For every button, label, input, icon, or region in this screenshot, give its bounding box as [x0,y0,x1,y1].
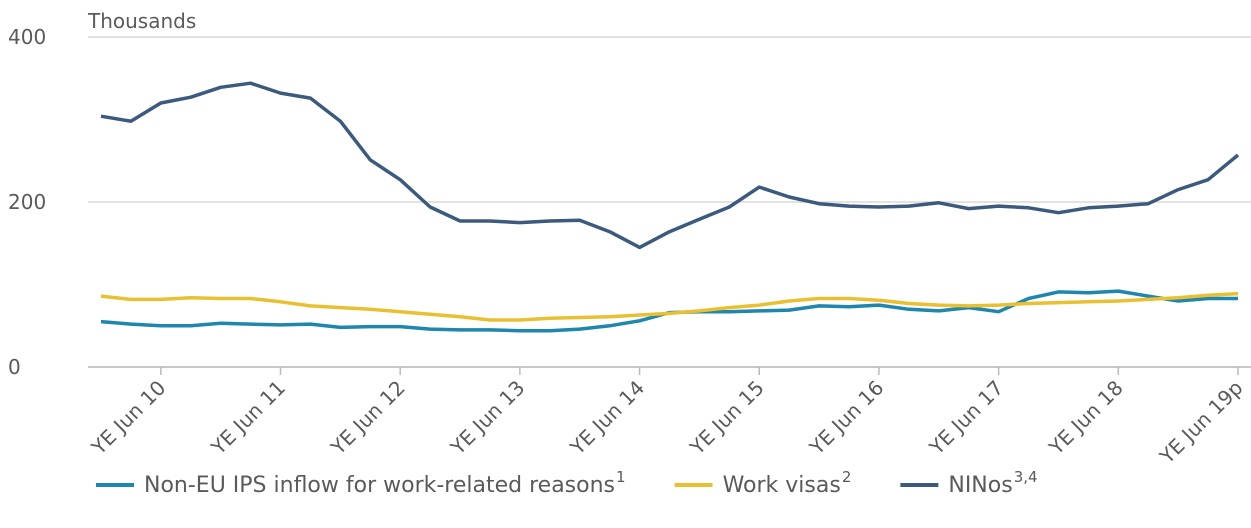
legend-footnote: 2 [842,468,852,486]
y-tick-label: 200 [8,190,46,214]
y-tick-label: 0 [8,355,21,379]
y-tick-label: 400 [8,25,46,49]
x-tick-label: YE Jun 14 [565,376,649,460]
x-tick-label: YE Jun 13 [445,376,529,460]
series-line [100,81,1240,250]
x-tick-label: YE Jun 10 [86,376,170,460]
legend-footnote: 1 [616,468,626,486]
x-tick-label: YE Jun 16 [804,376,888,460]
x-tick-label: YE Jun 19p [1154,376,1247,469]
legend-label: Work visas [723,473,841,498]
legend-label: Non-EU IPS inflow for work-related reaso… [144,473,615,498]
x-tick-label: YE Jun 12 [325,376,409,460]
x-tick-label: YE Jun 18 [1044,376,1128,460]
legend-label: NINos [948,473,1012,498]
series-line [100,291,1239,322]
x-tick-label: YE Jun 15 [684,376,768,460]
x-tick-label: YE Jun 11 [206,376,290,460]
y-axis-label: Thousands [87,9,196,33]
x-tick-label: YE Jun 17 [924,376,1008,460]
legend-footnote: 3,4 [1014,468,1038,486]
series-line [100,289,1238,333]
